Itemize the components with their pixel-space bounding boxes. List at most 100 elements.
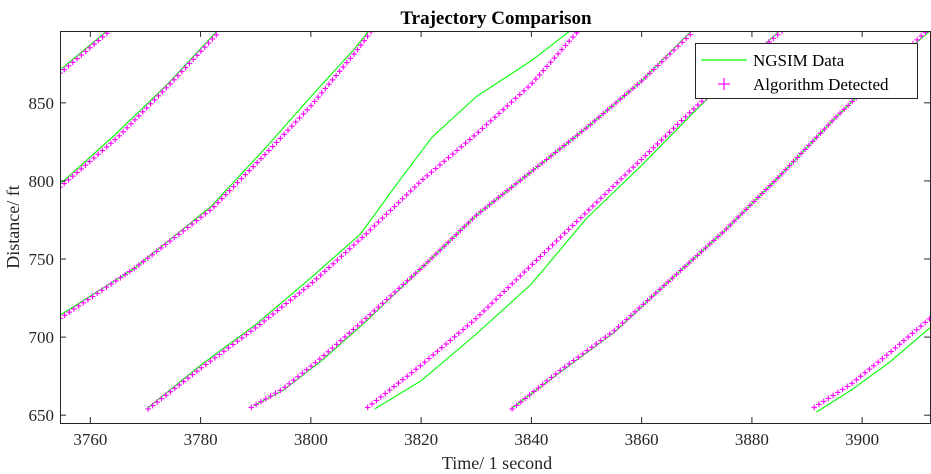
algorithm-detected-marker <box>495 194 502 201</box>
algorithm-detected-marker <box>417 362 424 369</box>
algorithm-detected-marker <box>504 187 510 194</box>
algorithm-detected-marker <box>817 130 824 137</box>
algorithm-detected-marker <box>670 125 677 132</box>
algorithm-detected-marker <box>162 241 169 248</box>
algorithm-detected-marker <box>65 177 72 183</box>
algorithm-detected-marker <box>69 173 76 179</box>
algorithm-detected-marker <box>727 222 734 228</box>
algorithm-detected-marker <box>630 164 637 170</box>
algorithm-detected-marker <box>648 293 655 300</box>
algorithm-detected-marker <box>392 289 398 295</box>
algorithm-detected-marker <box>379 300 386 307</box>
algorithm-detected-marker <box>743 206 749 213</box>
algorithm-detected-marker <box>213 32 220 38</box>
algorithm-detected-marker <box>207 207 213 214</box>
algorithm-detected-marker <box>78 52 85 58</box>
algorithm-detected-marker <box>82 162 89 169</box>
algorithm-detected-marker <box>258 398 264 405</box>
algorithm-detected-marker <box>570 34 576 40</box>
algorithm-detected-marker <box>212 355 218 361</box>
algorithm-detected-marker <box>644 297 651 304</box>
algorithm-detected-marker <box>504 103 511 109</box>
algorithm-detected-marker <box>128 121 134 127</box>
algorithm-detected-marker <box>379 215 386 221</box>
algorithm-detected-marker <box>194 52 200 59</box>
algorithm-detected-marker <box>70 59 76 66</box>
algorithm-detected-marker <box>388 293 394 299</box>
algorithm-detected-marker <box>782 166 789 173</box>
algorithm-detected-marker <box>611 327 618 334</box>
algorithm-detected-marker <box>702 245 709 251</box>
algorithm-detected-marker <box>763 186 769 193</box>
ngsim-trajectory-line <box>60 31 108 71</box>
algorithm-detected-marker <box>582 210 588 217</box>
algorithm-detected-marker <box>383 296 390 303</box>
algorithm-detected-marker <box>186 60 193 67</box>
algorithm-detected-marker <box>311 98 318 105</box>
algorithm-detected-marker <box>526 170 532 177</box>
algorithm-detected-marker <box>682 113 689 120</box>
algorithm-detected-marker <box>266 147 272 154</box>
algorithm-detected-marker <box>361 37 367 44</box>
algorithm-detected-marker <box>441 243 447 250</box>
algorithm-detected-marker <box>158 245 164 251</box>
algorithm-detected-marker <box>304 107 311 113</box>
algorithm-detected-marker <box>492 114 498 120</box>
algorithm-detected-marker <box>525 84 531 90</box>
algorithm-detected-marker <box>333 341 340 348</box>
algorithm-detected-marker <box>715 233 721 240</box>
algorithm-detected-marker <box>598 195 604 202</box>
algorithm-detected-marker <box>103 284 110 290</box>
algorithm-detected-marker <box>600 110 606 117</box>
algorithm-detected-marker <box>561 142 567 149</box>
algorithm-detected-marker <box>399 195 406 202</box>
algorithm-detected-marker <box>892 345 899 351</box>
algorithm-detected-marker <box>809 138 816 145</box>
algorithm-detected-marker <box>99 287 105 294</box>
algorithm-detected-marker <box>80 299 87 306</box>
algorithm-detected-marker <box>533 257 540 264</box>
algorithm-detected-marker <box>634 160 641 167</box>
algorithm-detected-marker <box>591 118 598 124</box>
algorithm-detected-marker <box>509 406 515 412</box>
algorithm-detected-marker <box>95 37 102 44</box>
algorithm-detected-marker <box>694 252 701 259</box>
y-tick-label: 800 <box>29 172 55 191</box>
algorithm-detected-marker <box>844 383 851 390</box>
algorithm-detected-marker <box>338 253 345 260</box>
x-tick-label: 3900 <box>845 430 879 449</box>
algorithm-detected-marker <box>239 335 245 341</box>
algorithm-detected-marker <box>371 308 378 314</box>
algorithm-detected-marker <box>382 390 389 397</box>
algorithm-detected-marker <box>541 249 548 256</box>
algorithm-detected-marker <box>270 311 276 317</box>
algorithm-detected-marker <box>325 348 332 355</box>
algorithm-detected-marker <box>171 77 177 83</box>
algorithm-detected-marker <box>278 304 285 310</box>
algorithm-detected-marker <box>434 348 441 355</box>
algorithm-detected-marker <box>497 292 503 299</box>
algorithm-detected-marker <box>292 293 298 300</box>
algorithm-detected-marker <box>449 151 456 157</box>
algorithm-detected-marker <box>628 312 634 319</box>
algorithm-detected-marker <box>665 278 672 285</box>
algorithm-detected-marker <box>189 221 195 227</box>
algorithm-detected-marker <box>242 171 249 178</box>
algorithm-detected-marker <box>364 404 371 411</box>
algorithm-detected-marker <box>517 273 524 279</box>
algorithm-detected-marker <box>662 133 669 139</box>
algorithm-detected-marker <box>565 139 572 145</box>
ngsim-trajectory-line <box>816 327 931 413</box>
algorithm-detected-marker <box>234 179 241 186</box>
algorithm-detected-marker <box>95 151 101 158</box>
algorithm-detected-marker <box>610 183 616 190</box>
algorithm-detected-marker <box>829 118 835 124</box>
algorithm-detected-marker <box>171 385 178 392</box>
algorithm-detected-marker <box>590 203 596 209</box>
algorithm-detected-marker <box>454 147 460 154</box>
algorithm-detected-marker <box>253 401 259 408</box>
algorithm-detected-marker <box>699 98 705 105</box>
algorithm-detected-marker <box>447 337 454 344</box>
algorithm-detected-marker <box>658 137 665 143</box>
algorithm-detected-marker <box>482 205 489 211</box>
